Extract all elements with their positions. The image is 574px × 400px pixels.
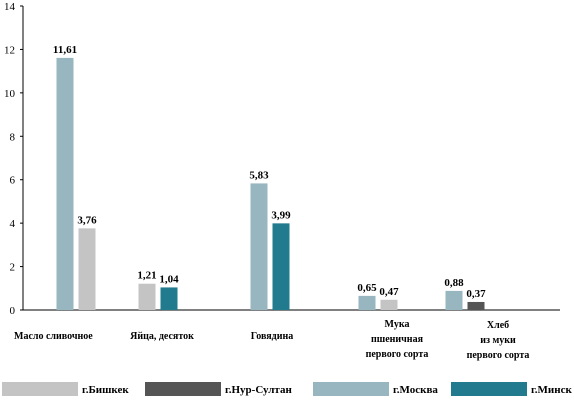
- legend-label: г.Минск: [531, 384, 572, 396]
- legend-swatch: [2, 382, 78, 396]
- bar: [56, 57, 74, 311]
- data-label: 1,21: [137, 270, 156, 282]
- legend-label: г.Нур-Султан: [225, 384, 292, 396]
- data-label: 11,61: [53, 44, 77, 56]
- data-label: 5,83: [249, 169, 269, 181]
- y-tick-label: 4: [10, 218, 16, 230]
- bar: [250, 183, 268, 310]
- category-label: Говядина: [251, 331, 294, 342]
- category-labels: Масло сливочное Яйца, десяток Говядина Мука…: [14, 319, 529, 361]
- y-tick-label: 0: [10, 305, 16, 317]
- bar: [272, 223, 290, 310]
- bar: [138, 283, 156, 310]
- category-label: Мука: [385, 319, 410, 330]
- category-label: Яйца, десяток: [130, 331, 194, 342]
- data-label: 3,76: [77, 214, 97, 226]
- category-label: первого сорта: [366, 349, 429, 360]
- bar: [445, 290, 463, 310]
- data-labels: 11,61 3,76 1,21 1,04 5,83 3,99 0,65 0,47 0,880,3…: [53, 44, 486, 300]
- y-tick-label: 10: [4, 88, 16, 100]
- legend-swatch: [313, 382, 389, 396]
- y-tick-label: 6: [10, 175, 16, 187]
- data-label: 0,88: [444, 277, 464, 289]
- bar: [467, 301, 485, 310]
- category-label: из муки: [480, 335, 516, 346]
- legend-swatch: [145, 382, 221, 396]
- data-label: 1,04: [159, 273, 179, 285]
- bar: [358, 295, 376, 310]
- bars: [56, 57, 485, 311]
- y-tick-label: 2: [10, 262, 16, 274]
- legend-swatch: [451, 382, 527, 396]
- y-tick-label: 14: [4, 1, 16, 13]
- y-tick-label: 12: [4, 44, 15, 56]
- legend: г.Бишкек г.Нур-Султан г.Москва г.Минск: [2, 382, 572, 396]
- category-label: пшеничная: [371, 334, 424, 345]
- legend-label: г.Москва: [393, 384, 438, 396]
- y-tick-label: 8: [10, 131, 16, 143]
- bar: [380, 299, 398, 310]
- legend-label: г.Бишкек: [82, 384, 129, 396]
- category-label: Масло сливочное: [14, 331, 93, 342]
- bar: [78, 228, 96, 310]
- category-label: Хлеб: [487, 320, 509, 331]
- data-label: 0,65: [357, 282, 377, 294]
- data-label: 0,37: [466, 288, 486, 300]
- data-label: 3,99: [271, 209, 291, 221]
- data-label: 0,47: [379, 286, 399, 298]
- bar: [160, 287, 178, 310]
- category-label: первого сорта: [467, 350, 530, 361]
